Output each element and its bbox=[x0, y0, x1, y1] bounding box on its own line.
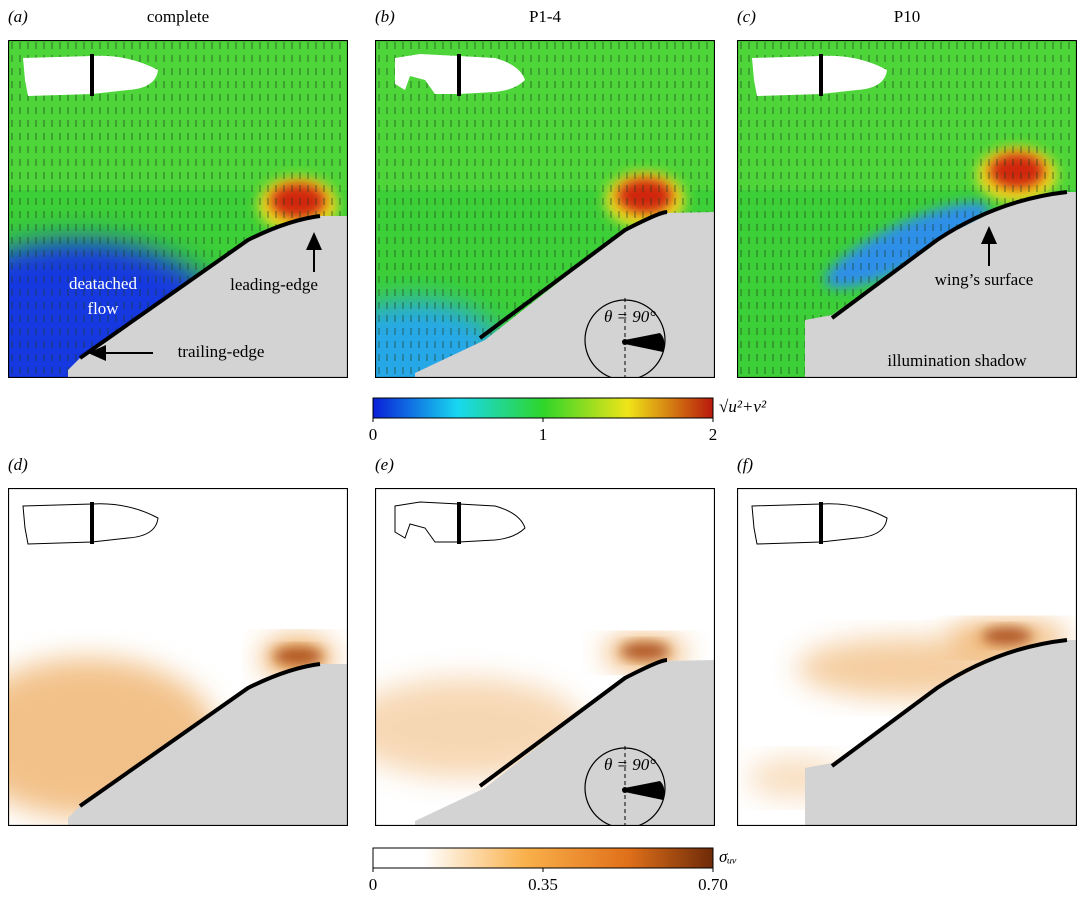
colorbar-label: σᵤᵥ bbox=[719, 847, 737, 866]
colorbar-tick-label: 2 bbox=[709, 425, 718, 444]
stress-peak bbox=[620, 642, 670, 660]
colorbar-tick-label: 0.35 bbox=[528, 875, 558, 894]
panel-title: complete bbox=[147, 7, 209, 26]
annotation: trailing-edge bbox=[178, 342, 265, 361]
colorbar bbox=[373, 398, 713, 418]
panel-label: (c) bbox=[737, 7, 756, 26]
panel bbox=[0, 488, 348, 826]
colorbar-label: √u²+v² bbox=[719, 397, 767, 416]
colorbar-tick-label: 0 bbox=[369, 875, 378, 894]
panel bbox=[737, 488, 1077, 826]
annotation: wing’s surface bbox=[935, 270, 1034, 289]
stress-peak bbox=[982, 627, 1032, 645]
polar-pivot bbox=[622, 787, 628, 793]
stress-peak bbox=[273, 647, 323, 665]
panel: deatached flow leading-edge trailing-edge bbox=[0, 40, 348, 420]
polar-pivot bbox=[622, 339, 628, 345]
annotation: deatached bbox=[69, 274, 137, 293]
panel: θ = 90° bbox=[345, 488, 715, 830]
panel-label: (b) bbox=[375, 7, 395, 26]
colorbar-tick-label: 0 bbox=[369, 425, 378, 444]
annotation: leading-edge bbox=[230, 275, 318, 294]
panel: θ = 90° bbox=[325, 40, 715, 420]
colorbar-tick-label: 0.70 bbox=[698, 875, 728, 894]
colorbar-tick-label: 1 bbox=[539, 425, 548, 444]
annotation: flow bbox=[87, 299, 119, 318]
annotation: illumination shadow bbox=[887, 351, 1027, 370]
panel: wing’s surface illumination shadow bbox=[737, 40, 1077, 378]
figure: (a) complete deatached flow leading-edge trai… bbox=[0, 0, 1077, 902]
colorbar bbox=[373, 848, 713, 868]
panel-label: (a) bbox=[8, 7, 28, 26]
panel-title: P10 bbox=[894, 7, 920, 26]
panel-label: (e) bbox=[375, 455, 394, 474]
polar-label: θ = 90° bbox=[604, 755, 656, 774]
panel-title: P1-4 bbox=[529, 7, 562, 26]
panel-label: (d) bbox=[8, 455, 28, 474]
polar-label: θ = 90° bbox=[604, 307, 656, 326]
panel-label: (f) bbox=[737, 455, 753, 474]
